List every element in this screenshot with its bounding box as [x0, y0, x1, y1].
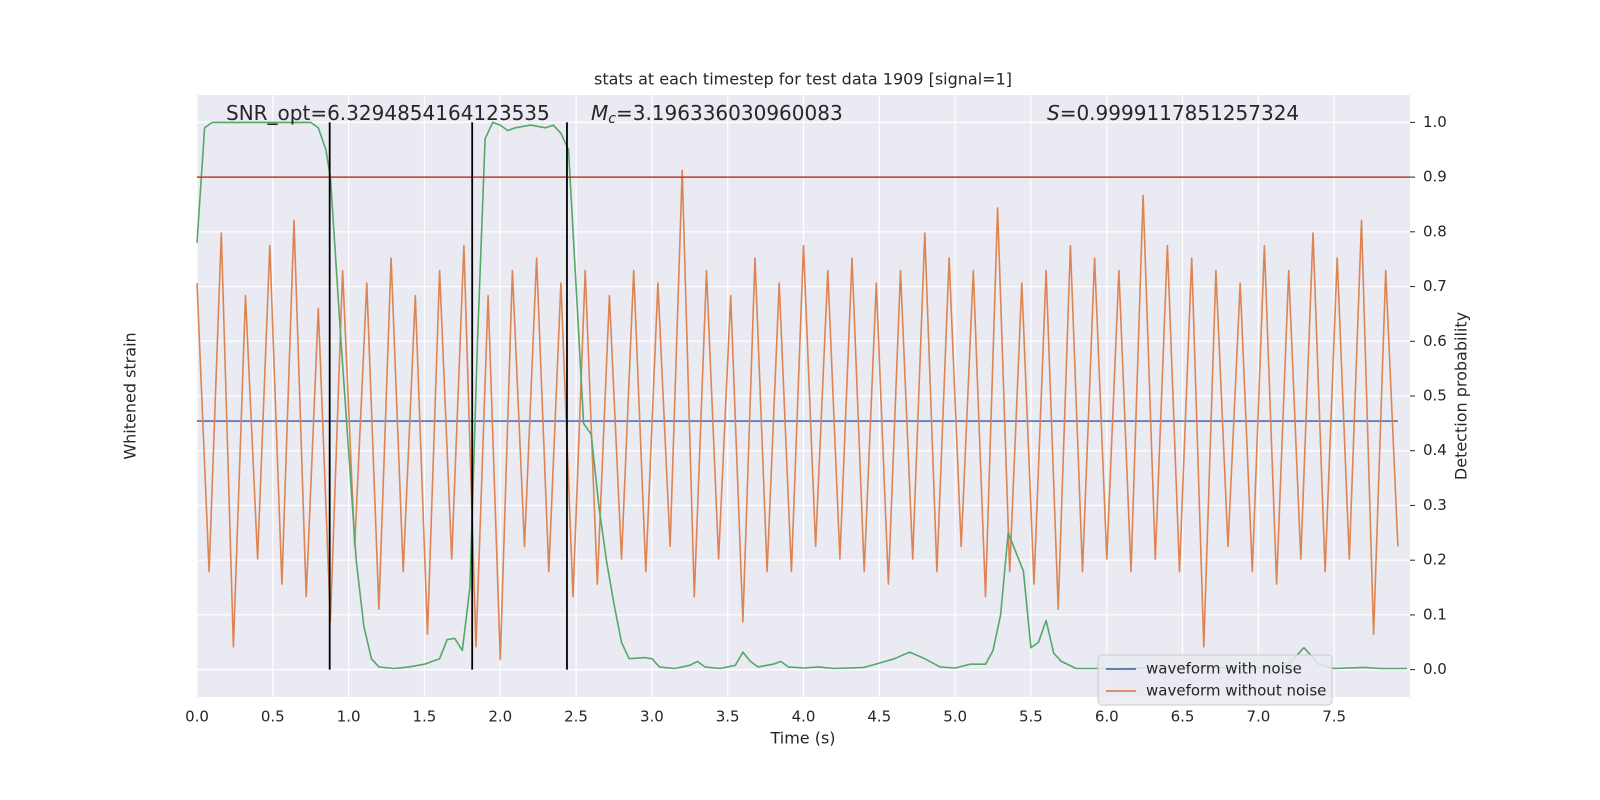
x-tick-label: 7.5: [1322, 708, 1346, 726]
y2-tick-label: 0.6: [1423, 332, 1447, 350]
x-tick-label: 3.0: [640, 708, 664, 726]
x-tick-label: 3.5: [716, 708, 740, 726]
annotation: S=0.9999117851257324: [1047, 101, 1299, 125]
annotation: Mc=3.196336030960083: [591, 101, 843, 128]
legend: waveform with noise waveform without nois…: [1097, 654, 1333, 706]
x-tick-label: 4.0: [792, 708, 816, 726]
y2-tick-label: 0.4: [1423, 441, 1447, 459]
x-tick-label: 4.5: [867, 708, 891, 726]
y2-tick-label: 0.8: [1423, 222, 1447, 240]
x-tick-label: 1.5: [413, 708, 437, 726]
y2-axis-label: Detection probability: [1452, 312, 1471, 480]
y2-tick-label: 0.2: [1423, 551, 1447, 569]
annotation-text: =3.196336030960083: [616, 101, 843, 125]
x-tick-label: 6.5: [1171, 708, 1195, 726]
series-line: [196, 169, 1399, 661]
legend-box: [1097, 654, 1333, 706]
y2-tick-label: 1.0: [1423, 113, 1447, 131]
x-tick-label: 7.0: [1246, 708, 1270, 726]
annotation-subscript: c: [608, 111, 616, 127]
x-axis-label: Time (s): [769, 729, 835, 748]
x-tick-label: 1.0: [337, 708, 361, 726]
series-line: [196, 121, 1407, 670]
y-axis-label: Whitened strain: [121, 332, 140, 459]
x-tick-label: 2.5: [564, 708, 588, 726]
y2-tick-label: 0.0: [1423, 660, 1447, 678]
y2-tick-label: 0.5: [1423, 387, 1447, 405]
y2-tick-label: 0.9: [1423, 168, 1447, 186]
x-tick-label: 2.0: [488, 708, 512, 726]
x-tick-label: 0.5: [261, 708, 285, 726]
x-tick-label: 6.0: [1095, 708, 1119, 726]
y2-tick-label: 0.7: [1423, 277, 1447, 295]
y2-tick-label: 0.3: [1423, 496, 1447, 514]
x-tick-label: 5.5: [1019, 708, 1043, 726]
y2-tick-label: 0.1: [1423, 605, 1447, 623]
annotation-text: SNR_opt=6.3294854164123535: [226, 101, 550, 125]
annotation-symbol: M: [591, 101, 608, 125]
annotation-text: =0.9999117851257324: [1060, 101, 1299, 125]
x-tick-label: 0.0: [185, 708, 209, 726]
x-tick-label: 5.0: [943, 708, 967, 726]
annotation-symbol: S: [1047, 101, 1060, 125]
legend-label: waveform with noise: [1146, 660, 1302, 678]
legend-label: waveform without noise: [1146, 682, 1326, 700]
marks: [196, 121, 1410, 670]
annotation: SNR_opt=6.3294854164123535: [226, 101, 550, 125]
chart-title: stats at each timestep for test data 190…: [594, 70, 1012, 89]
